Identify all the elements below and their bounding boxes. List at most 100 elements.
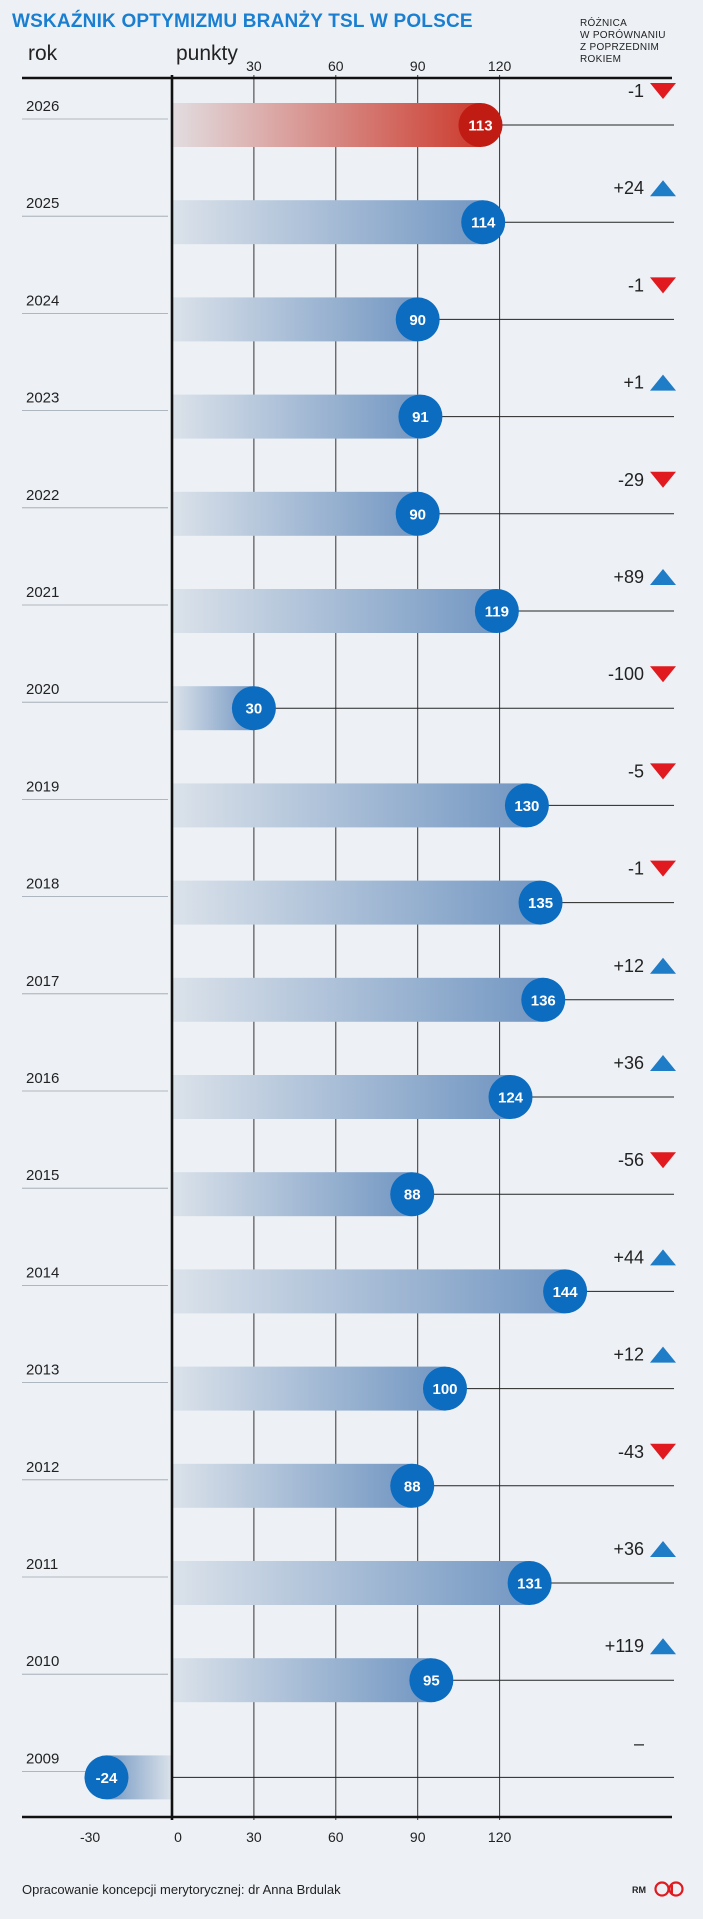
difference-label: -5 xyxy=(628,761,644,781)
row-2013: 2013 100 +12 xyxy=(22,1345,676,1411)
value-marker xyxy=(423,1366,467,1411)
value-marker xyxy=(518,880,563,925)
year-label: 2025 xyxy=(26,195,59,212)
arrow-down-icon xyxy=(650,666,676,683)
difference-label: +12 xyxy=(613,1345,644,1365)
arrow-down-icon xyxy=(650,83,676,99)
row-2019: 2019 130 -5 xyxy=(22,761,676,828)
diff-header-line-1: RÓŻNICA xyxy=(580,16,627,29)
bottom-tick-30: 30 xyxy=(246,1829,262,1845)
arrow-down-icon xyxy=(650,763,676,780)
value-marker xyxy=(398,394,443,439)
difference-label: -29 xyxy=(618,470,644,490)
value-marker xyxy=(390,1463,435,1508)
bar xyxy=(172,1366,445,1411)
year-label: 2014 xyxy=(26,1264,59,1281)
value-label: 131 xyxy=(517,1576,542,1593)
difference-label: +24 xyxy=(613,178,644,198)
row-2010: 2010 95 +119 xyxy=(22,1636,676,1703)
value-marker xyxy=(409,1658,454,1703)
arrow-down-icon xyxy=(650,1152,676,1169)
value-label: 130 xyxy=(514,798,539,815)
year-label: 2013 xyxy=(26,1362,59,1379)
value-label: 95 xyxy=(423,1673,440,1690)
arrow-up-icon xyxy=(650,1055,676,1071)
row-2009: 2009 -24 – xyxy=(22,1733,674,1800)
arrow-up-icon xyxy=(650,1346,676,1363)
difference-label: -1 xyxy=(628,859,644,879)
arrow-down-icon xyxy=(650,471,676,488)
value-label: 90 xyxy=(409,312,426,329)
difference-label: -1 xyxy=(628,81,644,101)
row-2023: 2023 91 +1 xyxy=(22,373,676,439)
row-2025: 2025 114 +24 xyxy=(22,178,676,245)
arrow-up-icon xyxy=(650,1638,676,1655)
difference-label: +36 xyxy=(613,1539,644,1559)
diff-header-line-4: ROKIEM xyxy=(580,54,621,65)
value-marker xyxy=(504,783,549,828)
arrow-up-icon xyxy=(650,180,676,197)
year-label: 2010 xyxy=(26,1653,59,1670)
bar xyxy=(172,1269,566,1314)
bar xyxy=(172,1561,530,1605)
value-label: 119 xyxy=(485,604,509,621)
top-tick-60: 60 xyxy=(328,58,344,74)
value-marker xyxy=(395,297,440,342)
value-marker xyxy=(521,977,566,1022)
value-label: 100 xyxy=(432,1381,457,1398)
value-marker xyxy=(390,1172,435,1217)
value-label: 88 xyxy=(404,1187,421,1204)
difference-label: -56 xyxy=(618,1150,644,1170)
year-label: 2009 xyxy=(26,1750,59,1767)
row-2026: 2026 113 -1 xyxy=(22,81,676,147)
bar xyxy=(172,103,481,147)
top-tick-90: 90 xyxy=(410,58,426,74)
source-note: Opracowanie koncepcji merytorycznej: dr … xyxy=(22,1882,341,1897)
year-label: 2017 xyxy=(26,973,59,990)
row-2014: 2014 144 +44 xyxy=(22,1247,676,1314)
row-2015: 2015 88 -56 xyxy=(22,1150,676,1217)
bottom-tick-60: 60 xyxy=(328,1829,344,1845)
bottom-tick--30: -30 xyxy=(80,1829,100,1845)
arrow-up-icon xyxy=(650,374,676,391)
difference-label: +44 xyxy=(613,1247,644,1267)
arrow-up-icon xyxy=(650,1249,676,1266)
arrow-down-icon xyxy=(650,277,676,294)
year-label: 2015 xyxy=(26,1167,59,1184)
value-label: 113 xyxy=(468,118,492,135)
value-label: 88 xyxy=(404,1478,421,1495)
y-axis-label: rok xyxy=(28,42,58,65)
bar xyxy=(172,297,418,342)
year-label: 2022 xyxy=(26,487,59,504)
row-2017: 2017 136 +12 xyxy=(22,956,676,1022)
value-marker xyxy=(231,686,276,731)
difference-label: -43 xyxy=(618,1442,644,1462)
value-marker xyxy=(395,491,440,536)
row-2024: 2024 90 -1 xyxy=(22,275,676,342)
value-label: 114 xyxy=(471,215,496,232)
diff-header-line-3: Z POPRZEDNIM xyxy=(580,42,659,53)
bar xyxy=(172,1658,432,1703)
year-label: 2020 xyxy=(26,681,59,698)
year-label: 2018 xyxy=(26,876,59,893)
value-marker xyxy=(488,1075,533,1119)
chart-title: WSKAŹNIK OPTYMIZMU BRANŻY TSL W POLSCE xyxy=(12,10,473,32)
bar xyxy=(172,1075,511,1119)
arrow-up-icon xyxy=(650,569,676,585)
difference-label: +36 xyxy=(613,1053,644,1073)
year-label: 2011 xyxy=(26,1556,58,1573)
value-label: 144 xyxy=(553,1284,579,1301)
value-label: 90 xyxy=(409,506,426,523)
arrow-down-icon xyxy=(650,860,676,877)
year-label: 2012 xyxy=(26,1459,59,1476)
top-tick-30: 30 xyxy=(246,58,262,74)
bar xyxy=(172,1172,413,1217)
bar xyxy=(172,880,541,925)
year-label: 2024 xyxy=(26,292,59,309)
difference-label: -100 xyxy=(608,664,644,684)
value-marker xyxy=(461,200,506,245)
value-label: -24 xyxy=(96,1770,118,1787)
bar xyxy=(172,200,484,245)
